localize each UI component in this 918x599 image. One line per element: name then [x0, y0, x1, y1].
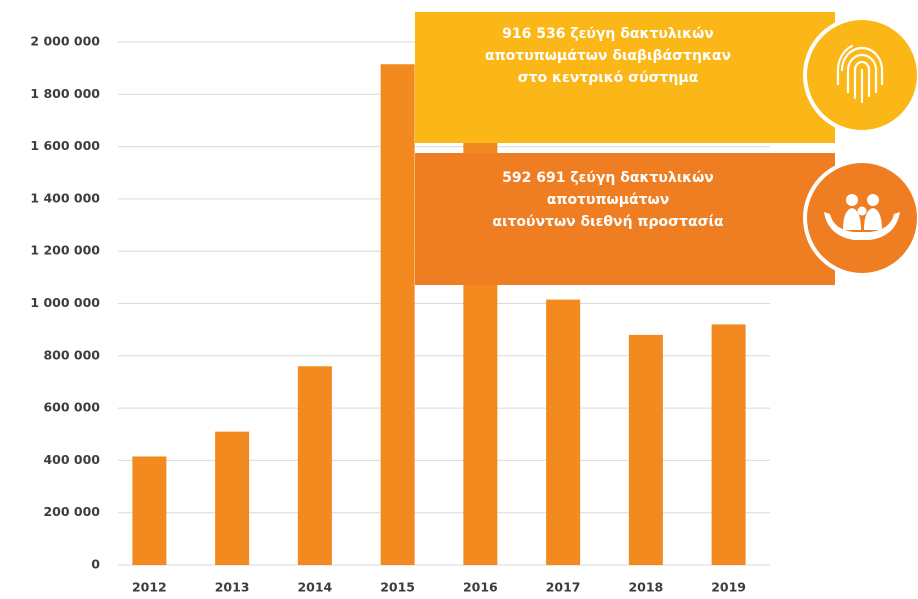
y-tick-label: 2 000 000 — [30, 34, 100, 49]
annotation-text: 592 691 ζεύγη δακτυλικών — [502, 170, 714, 186]
y-tick-label: 1 600 000 — [30, 138, 100, 153]
y-tick-label: 800 000 — [43, 347, 100, 362]
annotation-text: 916 536 ζεύγη δακτυλικών — [502, 26, 714, 42]
bar — [711, 324, 746, 565]
y-tick-label: 1 200 000 — [30, 243, 100, 258]
y-tick-label: 200 000 — [43, 504, 100, 519]
x-tick-label: 2015 — [380, 580, 415, 595]
bar — [380, 64, 415, 565]
y-tick-label: 1 400 000 — [30, 190, 100, 205]
bar — [297, 366, 332, 565]
y-tick-label: 0 — [91, 557, 100, 572]
fingerprint-icon — [836, 44, 884, 104]
annotation-box — [415, 12, 835, 143]
x-tick-label: 2017 — [546, 580, 581, 595]
x-tick-label: 2018 — [628, 580, 663, 595]
x-tick-label: 2014 — [297, 580, 332, 595]
y-tick-label: 1 800 000 — [30, 86, 100, 101]
x-tick-label: 2016 — [463, 580, 498, 595]
annotation-text: αποτυπωμάτων διαβιβάστηκαν — [485, 48, 731, 64]
annotation-box — [415, 153, 835, 285]
x-tick-label: 2012 — [132, 580, 167, 595]
bar — [215, 431, 250, 565]
annotation-text: στο κεντρικό σύστημα — [518, 70, 699, 86]
annotations: 916 536 ζεύγη δακτυλικών αποτυπωμάτων δια… — [485, 26, 731, 230]
y-tick-label: 1 000 000 — [30, 295, 100, 310]
bar — [132, 456, 167, 565]
y-tick-label: 400 000 — [43, 452, 100, 467]
annotation-text: αποτυπωμάτων — [547, 192, 670, 208]
annotation-text: αιτούντων διεθνή προστασία — [492, 214, 724, 230]
grid: 0 200 000 400 000 600 000 800 000 1 000 000 1 … — [30, 34, 770, 572]
bar — [546, 299, 581, 565]
x-tick-label: 2019 — [711, 580, 746, 595]
bar — [628, 334, 663, 565]
x-tick-label: 2013 — [215, 580, 250, 595]
y-tick-label: 600 000 — [43, 400, 100, 415]
family-icon — [824, 194, 900, 240]
icon-circle — [803, 159, 918, 277]
